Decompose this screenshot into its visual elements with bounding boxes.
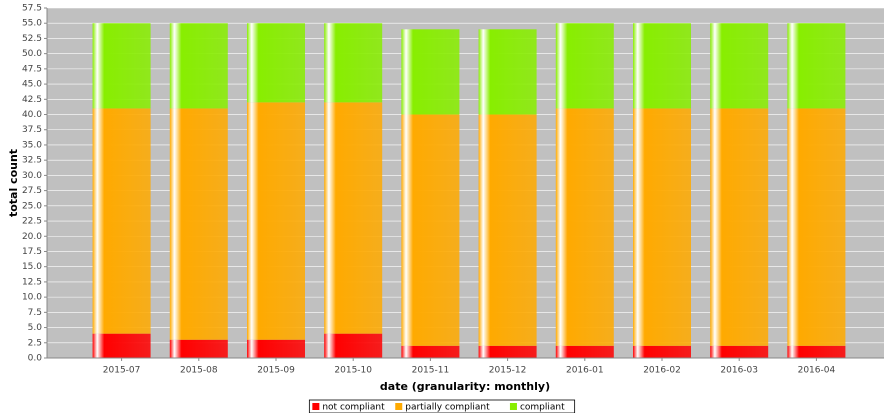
x-tick-label: 2015-07 <box>103 366 141 376</box>
bar-segment <box>169 339 228 358</box>
x-tick-label: 2016-04 <box>798 366 836 376</box>
x-tick-label: 2016-01 <box>566 366 604 376</box>
bar-segment <box>633 108 691 346</box>
x-tick-label: 2016-02 <box>643 366 681 376</box>
bar-segment <box>478 29 537 115</box>
bar-segment <box>710 345 769 358</box>
legend-swatch <box>395 403 403 410</box>
y-tick-label: 15.0 <box>22 262 42 272</box>
y-tick-label: 5.0 <box>28 323 43 333</box>
y-tick-label: 52.5 <box>22 34 42 44</box>
legend-label: partially compliant <box>405 403 490 413</box>
y-tick-label: 2.5 <box>28 338 42 348</box>
bar-segment <box>92 23 151 109</box>
y-tick-label: 7.5 <box>28 308 42 318</box>
y-tick-label: 35.0 <box>22 140 42 150</box>
x-tick-label: 2015-08 <box>180 366 218 376</box>
bar-segment <box>555 23 614 109</box>
y-tick-label: 30.0 <box>22 171 42 181</box>
bar-segment <box>92 108 151 334</box>
y-axis-label: total count <box>7 149 20 217</box>
bar-segment <box>169 23 228 109</box>
bar-segment <box>247 102 305 340</box>
x-tick-label: 2015-10 <box>334 366 372 376</box>
legend: not compliant partially compliant complian… <box>308 399 576 414</box>
x-tick-label: 2016-03 <box>720 366 758 376</box>
y-tick-label: 47.5 <box>22 64 42 74</box>
bar-segment <box>710 23 769 109</box>
bar-segment <box>401 345 460 358</box>
bar-segment <box>555 108 614 346</box>
bar-segment <box>247 23 305 103</box>
bar-segment <box>324 102 383 334</box>
legend-swatch <box>509 403 517 410</box>
bar-segment <box>92 333 151 358</box>
bar-segment <box>169 108 228 340</box>
bar-segment <box>787 23 846 109</box>
y-tick-label: 42.5 <box>22 95 42 105</box>
y-tick-label: 37.5 <box>22 125 42 135</box>
bar-segment <box>710 108 769 346</box>
bar-segment <box>478 114 537 346</box>
y-tick-label: 32.5 <box>22 156 42 166</box>
y-tick-label: 20.0 <box>22 232 42 242</box>
y-tick-label: 12.5 <box>22 277 42 287</box>
y-tick-label: 45.0 <box>22 80 42 90</box>
y-tick-label: 17.5 <box>22 247 42 257</box>
x-tick-label: 2015-11 <box>412 366 450 376</box>
bar-segment <box>555 345 614 358</box>
legend-label: not compliant <box>322 403 385 413</box>
y-tick-label: 25.0 <box>22 201 42 211</box>
y-tick-label: 22.5 <box>22 217 42 227</box>
legend-label: compliant <box>520 403 565 413</box>
bar-segment <box>478 345 537 358</box>
y-tick-label: 0.0 <box>28 354 43 364</box>
y-tick-label: 27.5 <box>22 186 42 196</box>
y-tick-label: 55.0 <box>22 19 42 29</box>
bar-segment <box>401 29 460 115</box>
bar-segment <box>787 108 846 346</box>
bar-segment <box>633 23 691 109</box>
legend-swatch <box>312 403 320 410</box>
bar-segment <box>633 345 691 358</box>
y-tick-label: 40.0 <box>22 110 42 120</box>
bar-segment <box>787 345 846 358</box>
bar-segment <box>324 333 383 358</box>
y-tick-label: 50.0 <box>22 49 42 59</box>
bar-segment <box>247 339 305 358</box>
x-tick-label: 2015-12 <box>489 366 527 376</box>
y-tick-label: 10.0 <box>22 293 42 303</box>
bar-segment <box>324 23 383 103</box>
bar-segment <box>401 114 460 346</box>
x-axis-label: date (granularity: monthly) <box>380 380 550 393</box>
y-tick-label: 57.5 <box>22 4 42 14</box>
x-tick-label: 2015-09 <box>257 366 295 376</box>
